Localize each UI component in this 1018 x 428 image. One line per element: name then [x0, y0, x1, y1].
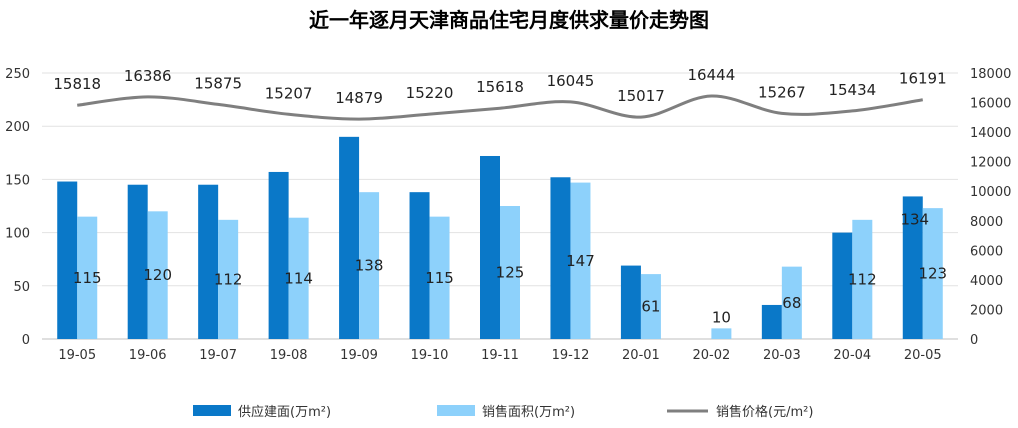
sales-bar [429, 216, 450, 339]
legend-label-price: 销售价格(元/m²) [716, 404, 813, 420]
sales-data-label: 68 [782, 294, 801, 312]
price-data-label: 16045 [547, 72, 595, 90]
legend: 供应建面(万m²) 销售面积(万m²) 销售价格(元/m²) [193, 404, 813, 420]
x-tick-label: 20-05 [904, 348, 942, 363]
sales-data-label: 112 [848, 270, 877, 288]
sales-bar [781, 266, 802, 339]
y-right-tick-label: 4000 [970, 274, 1003, 289]
sales-data-label: 125 [496, 264, 525, 282]
supply-bar [198, 184, 219, 339]
x-tick-label: 20-01 [622, 348, 660, 363]
price-data-label: 15618 [476, 78, 524, 96]
supply-bar [339, 136, 360, 339]
bar-series [57, 136, 943, 339]
supply-bar [57, 181, 78, 339]
legend-label-supply: 供应建面(万m²) [238, 404, 331, 420]
x-tick-label: 20-04 [833, 348, 871, 363]
y-right-tick-label: 6000 [970, 244, 1003, 259]
legend-swatch-sales [437, 405, 475, 416]
sales-data-label: 114 [284, 269, 313, 287]
price-line [77, 94, 924, 121]
sales-data-label: 120 [143, 266, 172, 284]
x-tick-label: 19-05 [58, 348, 96, 363]
price-data-label: 15017 [617, 87, 665, 105]
sales-bar [852, 219, 873, 339]
sales-bar [500, 206, 520, 339]
legend-swatch-supply [193, 405, 231, 416]
price-data-label: 14879 [335, 89, 383, 107]
sales-data-label: 147 [566, 252, 595, 270]
supply-bar [127, 184, 148, 339]
y-left-tick-label: 100 [5, 227, 30, 242]
y-right-tick-label: 10000 [970, 185, 1011, 200]
sales-data-label: 10 [712, 308, 731, 326]
sales-data-label: 112 [214, 270, 243, 288]
price-line-series [77, 94, 924, 121]
price-data-label: 16386 [124, 67, 172, 85]
legend-label-sales: 销售面积(万m²) [482, 404, 575, 420]
y-right-tick-label: 14000 [970, 126, 1011, 141]
y-left-tick-label: 200 [5, 120, 30, 135]
price-data-label: 16444 [688, 66, 736, 84]
sales-bar [640, 274, 661, 339]
sales-data-label: 61 [641, 298, 660, 316]
y-right-tick-label: 12000 [970, 156, 1011, 171]
sales-bar [288, 217, 309, 339]
y-left-tick-label: 150 [5, 173, 30, 188]
y-right-tick-label: 8000 [970, 215, 1003, 230]
supply-bar [832, 232, 853, 339]
y-right-tick-label: 2000 [970, 303, 1003, 318]
x-tick-label: 19-06 [129, 348, 167, 363]
price-data-label: 15267 [758, 83, 806, 101]
supply-bar [409, 192, 430, 339]
y-left-tick-label: 0 [22, 333, 30, 348]
sales-bar [218, 219, 239, 339]
sales-bar [922, 208, 943, 339]
sales-bar [147, 211, 168, 339]
x-tick-label: 19-08 [270, 348, 308, 363]
supply-bar [902, 196, 923, 339]
sales-data-label: 138 [355, 257, 384, 275]
chart-title: 近一年逐月天津商品住宅月度供求量价走势图 [309, 8, 709, 32]
x-tick-label: 19-11 [481, 348, 519, 363]
price-data-label: 15875 [194, 74, 242, 92]
supply-bar [268, 171, 289, 339]
supply-bar [761, 304, 782, 339]
supply-bar [620, 265, 641, 339]
x-tick-label: 19-12 [552, 348, 590, 363]
y-left-tick-label: 50 [13, 280, 30, 295]
y-right-tick-label: 0 [970, 333, 978, 348]
supply-bar [480, 155, 500, 339]
x-tick-label: 19-09 [340, 348, 378, 363]
sales-bar [359, 192, 380, 339]
y-left-tick-label: 250 [5, 67, 30, 82]
sales-data-label: 115 [425, 269, 454, 287]
price-data-label: 15434 [828, 81, 876, 99]
price-data-label: 15818 [53, 75, 101, 93]
sales-data-label: 123 [918, 265, 947, 283]
price-data-label: 15220 [406, 84, 454, 102]
y-right-tick-label: 16000 [970, 97, 1011, 112]
sales-bar [711, 328, 732, 339]
axes: 0 50 100 150 200 250 0 2000 4000 6000 8000 10000 120… [5, 67, 1011, 363]
sales-data-label: 115 [73, 269, 102, 287]
price-data-label: 16191 [899, 70, 947, 88]
price-data-label: 15207 [265, 84, 313, 102]
y-right-tick-label: 18000 [970, 67, 1011, 82]
sales-bar [570, 182, 591, 339]
x-tick-label: 20-02 [692, 348, 730, 363]
data-labels: 15818 16386 15875 15207 14879 15220 15618 16045… [53, 66, 947, 326]
supply-bar [550, 177, 571, 339]
x-tick-label: 20-03 [763, 348, 801, 363]
supply-data-label: 134 [900, 210, 929, 228]
x-tick-label: 19-07 [199, 348, 237, 363]
sales-bar [77, 216, 98, 339]
x-tick-label: 19-10 [411, 348, 449, 363]
